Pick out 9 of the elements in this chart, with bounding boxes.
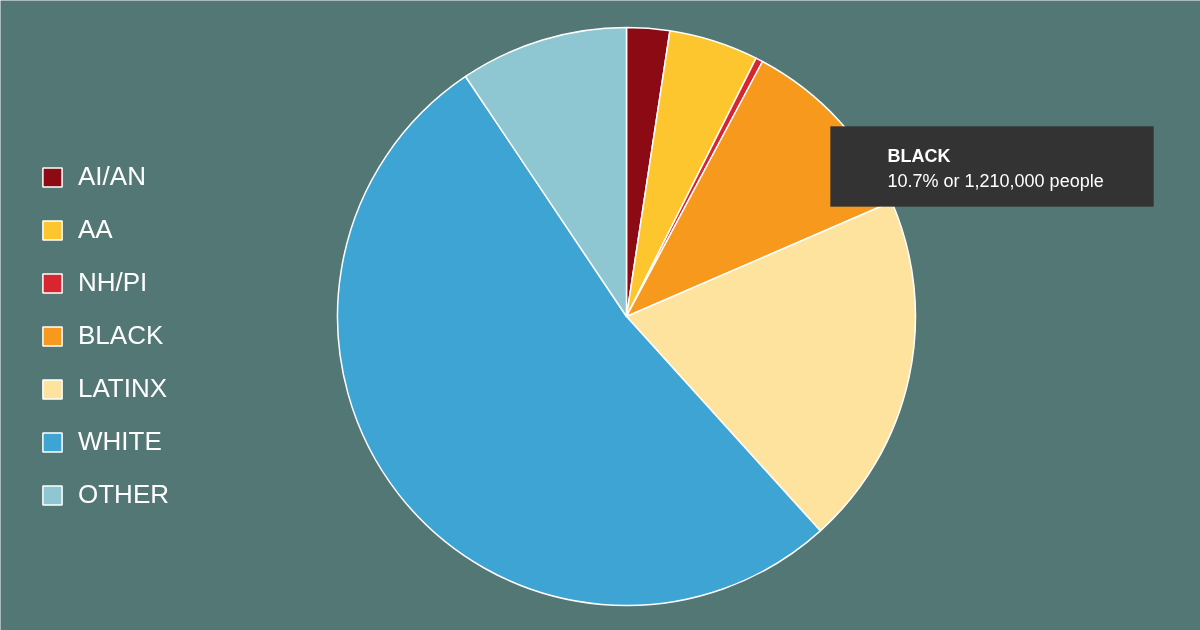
legend-label: NH/PI xyxy=(78,267,148,298)
legend-label: BLACK xyxy=(78,320,164,351)
text: 10.7% or 1,210,000 people xyxy=(887,170,1104,191)
legend-label: WHITE xyxy=(78,426,162,457)
legend-label: AI/AN xyxy=(78,161,146,192)
legend-label: OTHER xyxy=(78,479,169,510)
legend-label: LATINX xyxy=(78,373,168,404)
legend-label: AA xyxy=(78,214,113,245)
text: BLACK xyxy=(887,145,951,166)
